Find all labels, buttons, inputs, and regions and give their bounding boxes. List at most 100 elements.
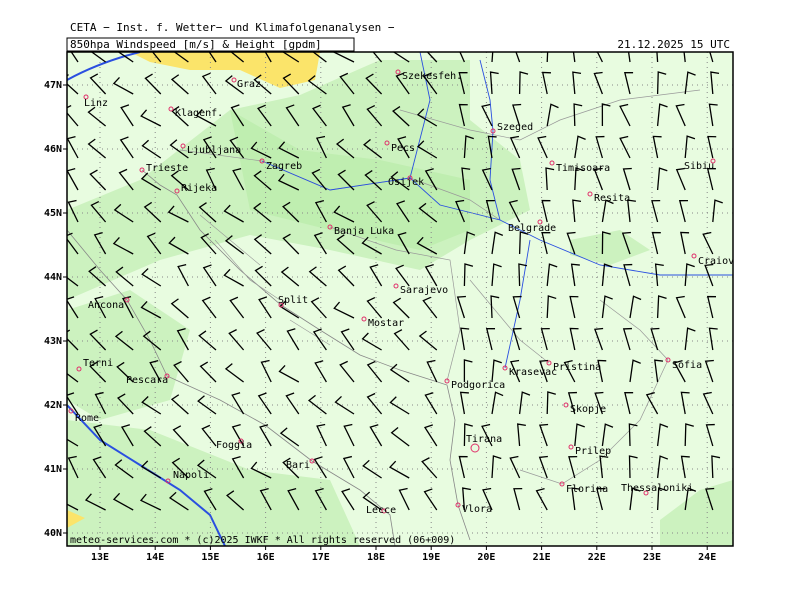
city-marker [549, 160, 555, 166]
wind-barb [113, 203, 134, 223]
wind-barb [170, 298, 189, 319]
lat-label: 45N [44, 208, 62, 219]
city-label: Lecce [366, 505, 396, 516]
wind-barb [509, 455, 521, 479]
wind-barb [540, 327, 550, 351]
wind-barb [361, 236, 382, 255]
wind-barb [628, 423, 638, 447]
height-zone [67, 510, 85, 528]
city-marker [502, 365, 508, 371]
lon-label: 20E [477, 552, 495, 563]
city-label: Timisoara [556, 163, 610, 174]
wind-barb [171, 457, 189, 479]
wind-barb [684, 71, 696, 95]
city-marker [327, 224, 333, 230]
wind-barb [656, 487, 667, 511]
wind-barb [545, 167, 555, 191]
wind-barb [513, 487, 523, 511]
wind-barb [315, 135, 327, 159]
city-marker [83, 94, 89, 100]
wind-barb [702, 391, 714, 415]
city-marker [559, 481, 565, 487]
wind-barb [311, 168, 327, 191]
wind-barb [594, 391, 604, 415]
lon-label: 13E [91, 552, 109, 563]
wind-zone [570, 230, 650, 265]
wind-barb [512, 103, 522, 127]
wind-barb [362, 459, 382, 479]
wind-barb [485, 200, 495, 223]
wind-barb [253, 170, 272, 191]
wind-barb [538, 423, 549, 447]
wind-barb [282, 233, 300, 255]
wind-barb [708, 103, 718, 127]
wind-barb [312, 104, 327, 127]
wind-barb [278, 364, 300, 383]
wind-barb [310, 297, 327, 319]
city-label: Resita [594, 193, 630, 204]
wind-barb [88, 266, 107, 287]
wind-barb [645, 392, 659, 415]
wind-barb [369, 264, 383, 287]
wind-barb [518, 71, 529, 95]
wind-barb [197, 395, 217, 415]
wind-barb [705, 423, 715, 447]
wind-barb [120, 424, 134, 447]
wind-barb [361, 332, 382, 351]
wind-barb [397, 232, 410, 255]
wind-barb [67, 199, 79, 223]
river [261, 52, 733, 369]
city-marker [180, 143, 186, 149]
wind-barb [656, 71, 667, 95]
wind-barb [709, 52, 714, 63]
wind-barb [654, 263, 664, 287]
wind-barb [366, 360, 383, 383]
wind-zone [67, 290, 190, 420]
city-marker [537, 219, 543, 225]
wind-barb [463, 231, 476, 255]
wind-barb [509, 135, 521, 159]
wind-barb [316, 423, 327, 447]
wind-barb [572, 199, 582, 223]
wind-barb [418, 330, 438, 351]
city-label: Vlora [462, 504, 492, 515]
city-marker [278, 302, 284, 308]
city-label: Linz [84, 98, 108, 109]
wind-barb [390, 427, 410, 447]
wind-barb [619, 135, 631, 159]
city-marker [691, 253, 697, 259]
wind-barb [312, 52, 327, 63]
city-label: Belgrade [508, 223, 556, 234]
wind-barb [281, 52, 300, 63]
footer: meteo-services.com * (c)2025 IWKF * All … [70, 535, 455, 546]
wind-barb [596, 487, 606, 511]
wind-barb [363, 139, 382, 159]
wind-barb [67, 296, 79, 319]
city-label: Krasevac [509, 367, 557, 378]
wind-barb [307, 394, 327, 415]
city-label: Foggia [216, 440, 252, 451]
height-zone [130, 52, 320, 88]
wind-barb [518, 231, 529, 255]
wind-barb [67, 503, 79, 511]
city-label: Split [278, 295, 308, 306]
wind-barb [421, 457, 438, 479]
wind-barb [398, 487, 410, 511]
wind-barb [285, 392, 300, 415]
wind-barb [656, 423, 669, 447]
wind-barb [115, 266, 134, 287]
wind-barb [90, 200, 107, 223]
wind-barb [491, 52, 494, 63]
wind-barb [112, 76, 134, 95]
wind-barb [624, 71, 634, 95]
wind-barb [418, 202, 438, 223]
wind-barb [93, 424, 107, 447]
wind-barb [684, 135, 696, 159]
city-label: Szekesfeh. [402, 71, 462, 82]
city-marker [309, 458, 315, 464]
wind-barb [94, 391, 107, 415]
wind-barb [92, 456, 107, 479]
wind-barb [571, 487, 581, 511]
wind-barb [260, 359, 272, 383]
lon-label: 16E [257, 552, 275, 563]
